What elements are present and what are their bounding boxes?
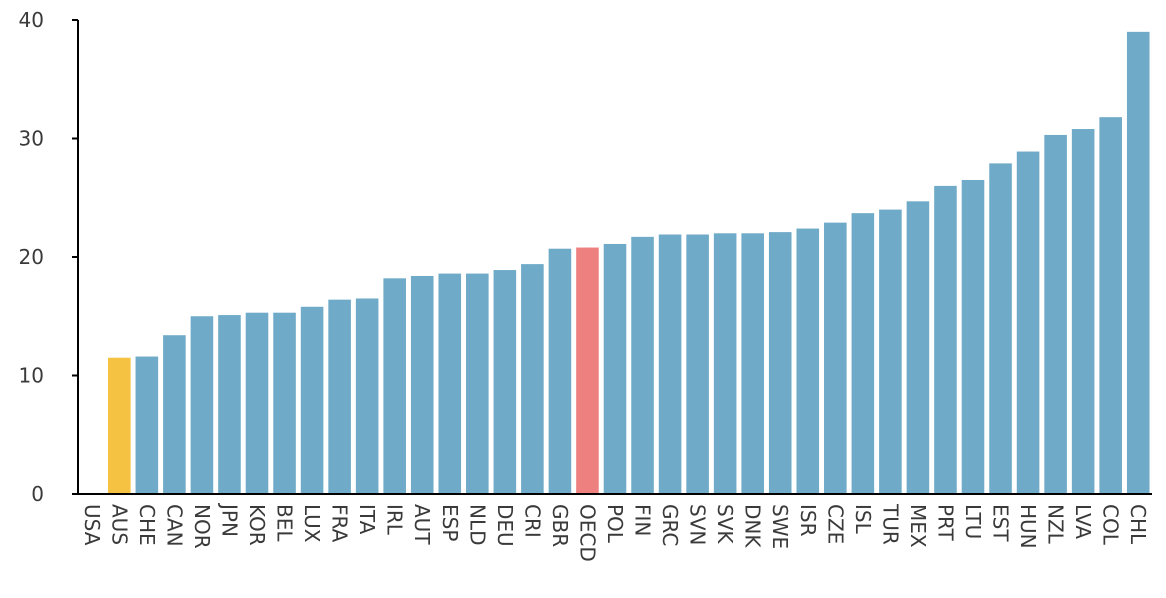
x-tick-label-svk: SVK <box>713 504 737 544</box>
x-tick-label-prt: PRT <box>933 504 957 542</box>
bar-prt <box>934 185 957 494</box>
x-tick-label-chl: CHL <box>1126 504 1150 545</box>
x-tick-label-isr: ISR <box>796 504 820 537</box>
bar-svn <box>686 234 709 495</box>
bar-tur <box>879 209 902 494</box>
bar-fin <box>631 236 654 495</box>
x-tick-label-col: COL <box>1099 504 1123 546</box>
y-tick-label: 10 <box>19 364 44 388</box>
x-tick-label-mex: MEX <box>906 504 930 548</box>
bar-cze <box>824 222 847 494</box>
bar-cri <box>521 264 544 494</box>
y-tick-label: 30 <box>19 127 44 151</box>
x-tick-label-usa: USA <box>80 504 104 546</box>
bar-aut <box>410 275 434 494</box>
bar-irl <box>383 278 406 494</box>
bar-ita <box>355 298 379 494</box>
x-tick-label-cri: CRI <box>520 504 544 538</box>
bar-lva <box>1071 129 1095 494</box>
bar-nzl <box>1044 134 1067 494</box>
bar-can <box>163 335 186 494</box>
x-tick-label-lux: LUX <box>300 504 324 543</box>
x-tick-label-pol: POL <box>603 504 627 544</box>
y-tick-label: 0 <box>31 482 44 506</box>
bar-col <box>1099 117 1122 495</box>
x-axis-labels: USA AUS CHE CAN NOR JPN KOR BEL LUX FRA ITA IRL AUT E… <box>80 502 1150 562</box>
bars-group <box>108 31 1150 495</box>
bar-dnk <box>741 233 764 495</box>
x-tick-label-deu: DEU <box>493 504 517 547</box>
x-tick-label-bel: BEL <box>273 504 297 542</box>
bar-pol <box>603 243 627 494</box>
bar-gbr <box>548 248 572 494</box>
x-tick-label-aus: AUS <box>107 504 131 545</box>
bar-aus <box>108 357 131 494</box>
bar-svk <box>713 233 737 495</box>
bar-nor <box>190 316 214 494</box>
bar-chl <box>1126 31 1150 494</box>
bar-grc <box>658 234 682 495</box>
x-tick-label-hun: HUN <box>1016 504 1040 549</box>
x-tick-label-irl: IRL <box>383 504 407 536</box>
bar-hun <box>1016 151 1040 495</box>
x-tick-label-svn: SVN <box>686 504 710 545</box>
bar-lux <box>300 306 324 494</box>
x-tick-label-esp: ESP <box>438 504 462 541</box>
y-axis: 0 10 20 30 40 <box>19 8 1152 506</box>
x-tick-label-aut: AUT <box>410 504 434 545</box>
x-tick-label-est: EST <box>989 504 1013 542</box>
bar-swe <box>768 232 792 494</box>
x-tick-label-ltu: LTU <box>961 504 985 539</box>
bar-isr <box>796 228 820 494</box>
bar-esp <box>438 273 462 494</box>
bar-kor <box>245 312 269 494</box>
bar-oecd <box>576 247 599 494</box>
bar-isl <box>851 213 875 494</box>
x-tick-label-ita: ITA <box>355 504 379 535</box>
bar-jpn <box>218 315 241 494</box>
x-tick-label-fra: FRA <box>328 504 352 543</box>
x-tick-label-oecd: OECD <box>575 504 599 562</box>
x-tick-label-jpn: JPN <box>217 502 241 537</box>
bar-ltu <box>961 179 985 495</box>
x-tick-label-nzl: NZL <box>1044 504 1068 545</box>
bar-mex <box>906 201 930 494</box>
y-tick-label: 40 <box>19 8 44 32</box>
x-tick-label-swe: SWE <box>768 504 792 549</box>
bar-est <box>989 163 1012 494</box>
x-tick-label-can: CAN <box>162 504 186 547</box>
x-tick-label-gbr: GBR <box>548 504 572 547</box>
x-tick-label-che: CHE <box>135 504 159 546</box>
bar-deu <box>493 270 517 494</box>
x-tick-label-nld: NLD <box>465 504 489 546</box>
x-tick-label-fin: FIN <box>631 504 655 536</box>
x-tick-label-lva: LVA <box>1071 504 1095 539</box>
x-tick-label-cze: CZE <box>823 504 847 544</box>
bar-bel <box>273 312 296 494</box>
bar-nld <box>466 273 489 494</box>
x-tick-label-kor: KOR <box>245 504 269 546</box>
x-tick-label-isl: ISL <box>851 504 875 535</box>
y-tick-label: 20 <box>19 245 44 269</box>
x-tick-label-tur: TUR <box>878 503 902 545</box>
x-tick-label-grc: GRC <box>658 504 682 546</box>
bar-che <box>135 356 159 494</box>
bar-fra <box>328 299 351 494</box>
x-tick-label-dnk: DNK <box>741 504 765 548</box>
x-tick-label-nor: NOR <box>190 504 214 549</box>
